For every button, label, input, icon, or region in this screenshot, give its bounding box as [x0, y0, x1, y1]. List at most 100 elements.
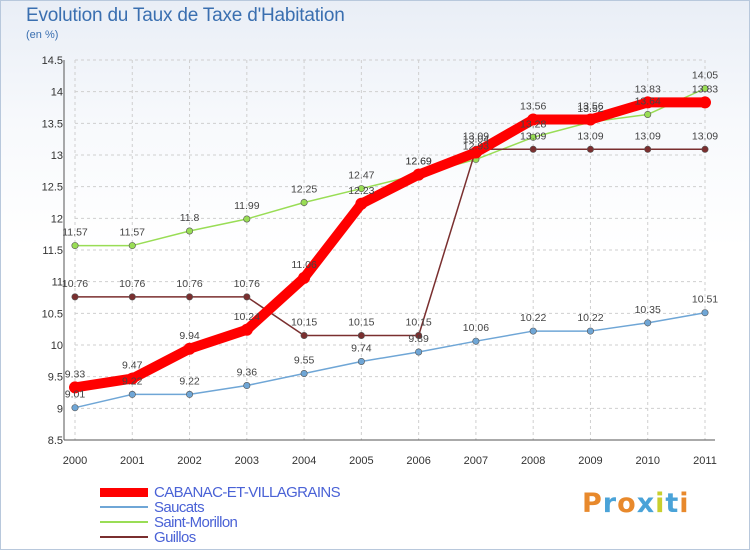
data-label: 13.56 [577, 101, 603, 113]
data-label: 14.05 [692, 70, 718, 82]
series-point-0 [469, 146, 482, 159]
series-point-1 [701, 309, 709, 317]
proxiti-logo: Proxiti [582, 488, 690, 519]
legend-swatch [100, 506, 148, 508]
series-point-1 [186, 390, 194, 398]
series-point-1 [300, 369, 308, 377]
y-tick-label: 14.5 [42, 55, 63, 67]
y-tick-label: 8.5 [48, 435, 63, 447]
data-label: 10.22 [520, 312, 546, 324]
data-label: 13.56 [520, 101, 546, 113]
series-point-2 [529, 133, 537, 141]
logo-letter: i [679, 488, 690, 519]
data-label: 12.23 [348, 185, 374, 197]
x-tick-label: 2006 [406, 455, 430, 467]
legend-swatch [100, 487, 148, 497]
data-label: 13.83 [692, 83, 718, 95]
data-label: 11.57 [120, 227, 146, 239]
y-tick-label: 9 [57, 403, 63, 415]
data-label: 9.01 [65, 389, 86, 401]
series-line-0 [70, 97, 710, 393]
data-label: 13.09 [520, 130, 546, 142]
series-point-2 [71, 242, 79, 250]
logo-letter: r [602, 488, 618, 519]
data-label: 13.83 [635, 83, 661, 95]
series-point-1 [243, 382, 251, 390]
data-label: 10.76 [234, 278, 260, 290]
series-point-3 [300, 331, 308, 339]
data-label: 9.94 [179, 330, 200, 342]
x-tick-label: 2002 [177, 455, 201, 467]
series-line-3 [74, 148, 706, 337]
series-point-2 [128, 242, 136, 250]
data-label: 9.89 [408, 333, 429, 345]
series-point-2 [186, 227, 194, 235]
logo-letter: t [665, 488, 680, 519]
y-tick-label: 13 [51, 150, 63, 162]
data-label: 12.69 [405, 156, 431, 168]
series-point-0 [641, 96, 654, 109]
data-label: 10.22 [577, 312, 603, 324]
series-point-1 [357, 357, 365, 365]
data-label: 9.74 [351, 342, 372, 354]
data-label: 9.33 [65, 368, 86, 380]
series-point-0 [183, 342, 196, 355]
data-label: 11.99 [234, 200, 260, 212]
y-tick-label: 12 [51, 213, 63, 225]
data-label: 9.22 [122, 375, 143, 387]
y-tick-label: 13.5 [42, 118, 63, 130]
data-label: 12.47 [348, 170, 374, 182]
series-point-3 [415, 331, 423, 339]
data-label: 11.57 [62, 227, 88, 239]
data-label: 10.06 [463, 322, 489, 334]
series-point-3 [586, 145, 594, 153]
data-label: 10.24 [234, 311, 260, 323]
data-label: 13.09 [463, 130, 489, 142]
series-point-1 [128, 390, 136, 398]
legend-label: Saucats [154, 499, 205, 516]
data-label: 9.22 [179, 375, 200, 387]
logo-letter: i [655, 488, 666, 519]
data-label: 13.28 [520, 118, 546, 130]
series-point-1 [71, 404, 79, 412]
data-label: 12.93 [463, 140, 489, 152]
data-label: 12.69 [405, 156, 431, 168]
data-label: 10.51 [692, 294, 718, 306]
x-tick-label: 2004 [292, 455, 316, 467]
series-point-0 [584, 113, 597, 126]
data-label: 10.15 [405, 317, 431, 329]
data-label: 10.15 [348, 317, 374, 329]
data-label: 13.09 [692, 130, 718, 142]
series-point-2 [243, 215, 251, 223]
data-label: 11.8 [180, 212, 200, 224]
data-label: 10.76 [119, 278, 145, 290]
y-tick-label: 12.5 [42, 182, 63, 194]
series-point-3 [71, 293, 79, 301]
x-tick-label: 2001 [120, 455, 144, 467]
series-point-1 [472, 337, 480, 345]
series-point-0 [699, 96, 711, 109]
data-label: 10.76 [62, 278, 88, 290]
x-tick-label: 2003 [235, 455, 259, 467]
y-tick-label: 10 [51, 340, 63, 352]
logo-letter: x [636, 488, 656, 519]
series-line-1 [74, 311, 706, 409]
data-label: 13.09 [635, 130, 661, 142]
series-point-2 [300, 199, 308, 207]
series-point-2 [357, 185, 365, 193]
chart-title: Evolution du Taux de Taxe d'Habitation [26, 5, 345, 26]
legend-swatch [100, 521, 148, 523]
data-label: 13.09 [577, 130, 603, 142]
data-label: 9.36 [237, 367, 258, 379]
legend-label: CABANAC-ET-VILLAGRAINS [154, 484, 341, 501]
series-point-3 [128, 293, 136, 301]
series-point-3 [701, 145, 709, 153]
x-tick-label: 2007 [464, 455, 488, 467]
chart-subtitle: (en %) [26, 29, 59, 41]
data-label: 10.35 [635, 304, 661, 316]
series-point-2 [701, 85, 709, 93]
legend-swatch [100, 536, 148, 538]
series-point-3 [357, 331, 365, 339]
legend-label: Guillos [154, 529, 196, 546]
